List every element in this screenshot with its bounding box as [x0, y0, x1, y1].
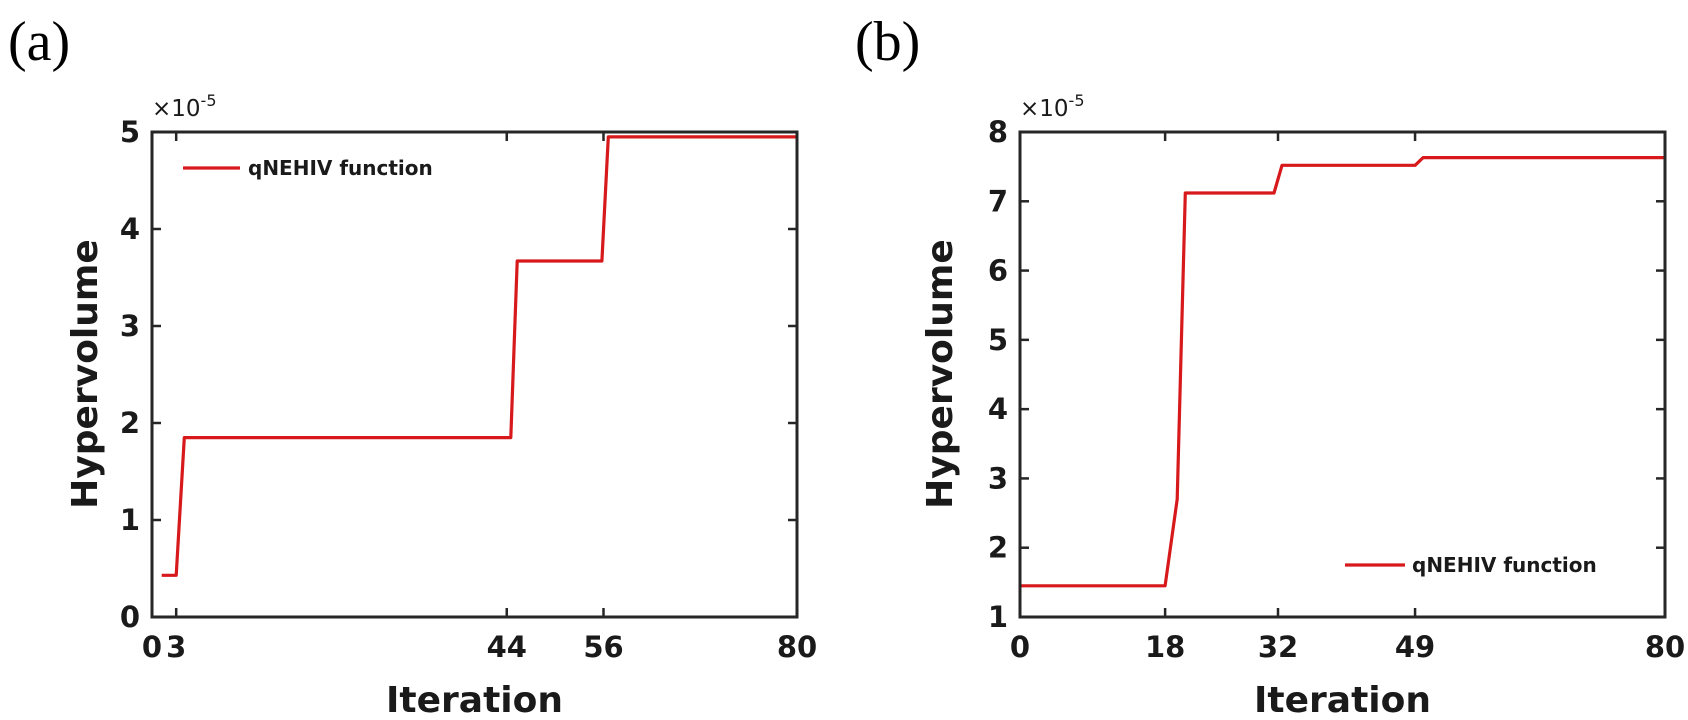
y-tick-label: 5	[988, 323, 1008, 357]
x-tick-label: 56	[583, 630, 623, 664]
y-tick-label: 6	[988, 254, 1008, 288]
y-axis-label: Hypervolume	[920, 239, 961, 509]
panel-label: (b)	[855, 11, 920, 73]
y-tick-label: 1	[120, 503, 140, 537]
legend-label: qNEHIV function	[1412, 553, 1597, 577]
y-axis-label: Hypervolume	[65, 239, 106, 509]
y-tick-label: 8	[988, 115, 1008, 149]
y-tick-label: 4	[120, 212, 140, 246]
y-tick-label: 4	[988, 392, 1008, 426]
legend-label: qNEHIV function	[248, 156, 433, 180]
exponent-power: -5	[201, 91, 217, 110]
y-tick-label: 3	[120, 309, 140, 343]
panel-label: (a)	[8, 11, 70, 73]
y-tick-label: 3	[988, 461, 1008, 495]
legend: qNEHIV function	[1345, 553, 1597, 577]
x-tick-label: 0	[142, 630, 162, 664]
x-tick-label: 44	[487, 630, 527, 664]
x-axis-label: Iteration	[1254, 680, 1431, 720]
y-tick-label: 2	[120, 406, 140, 440]
axes-frame	[1018, 130, 1667, 619]
x-tick-label: 32	[1258, 630, 1298, 664]
y-tick-label: 5	[120, 115, 140, 149]
chart-panel-0: (a)0 3 44 56 80012345×10-5IterationHypervolu…	[8, 11, 817, 720]
exponent-base: ×10	[1020, 96, 1069, 122]
y-tick-label: 0	[120, 600, 140, 634]
y-tick-label: 1	[988, 600, 1008, 634]
axis-exponent: ×10-5	[152, 91, 217, 122]
x-axis-label: Iteration	[386, 680, 563, 720]
y-tick-label: 7	[988, 184, 1008, 218]
legend: qNEHIV function	[183, 156, 433, 180]
chart-panel-1: (b) 0 18 32 49 80 1 2 3 4 5 6 7 8 ×10-5 Iteration Hyperv…	[855, 11, 1685, 720]
x-tick-label: 18	[1145, 630, 1185, 664]
exponent-power: -5	[1069, 91, 1085, 110]
x-tick-label: 49	[1395, 630, 1435, 664]
series-line-0	[1020, 156, 1665, 588]
axis-exponent: ×10-5	[1020, 91, 1085, 122]
exponent-base: ×10	[152, 96, 201, 122]
series-line-0	[161, 135, 797, 577]
y-tick-label: 2	[988, 531, 1008, 565]
x-tick-label: 3	[166, 630, 186, 664]
x-tick-label: 0	[1010, 630, 1030, 664]
x-tick-label: 80	[1645, 630, 1685, 664]
x-tick-label: 80	[777, 630, 817, 664]
axes-frame	[150, 130, 799, 619]
